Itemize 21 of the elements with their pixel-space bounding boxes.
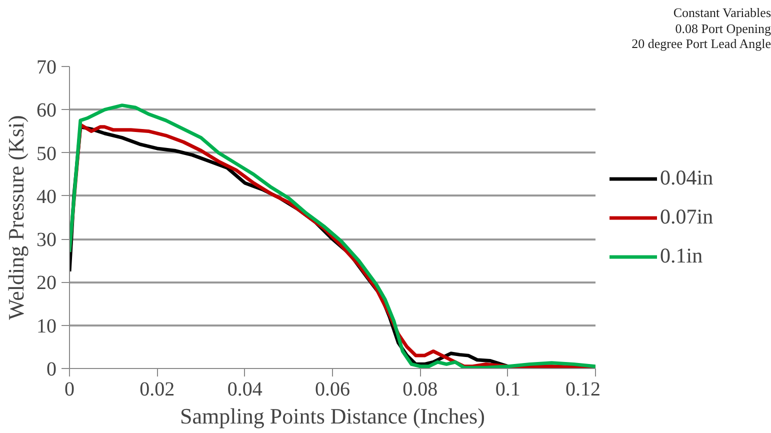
y-tick-label: 30 bbox=[36, 229, 56, 252]
y-tick-label: 70 bbox=[36, 56, 56, 78]
x-tick-label: 0.08 bbox=[402, 378, 438, 400]
x-axis-title: Sampling Points Distance (Inches) bbox=[180, 404, 485, 428]
x-tick-label: 0.06 bbox=[315, 378, 350, 400]
x-tick-label: 0.12 bbox=[566, 378, 600, 400]
text: Constant Variables 0.08 Port Opening 20 degree Port Lead Angle bbox=[632, 5, 771, 52]
legend-label: 0.07in bbox=[660, 204, 714, 230]
x-tick-label: 0.02 bbox=[140, 378, 175, 400]
legend-label: 0.1in bbox=[660, 244, 703, 268]
x-tick-label: 0.04 bbox=[227, 378, 262, 400]
x-tick-label: 0.1 bbox=[495, 378, 520, 400]
y-axis-title: Welding Pressure (Ksi) bbox=[4, 115, 28, 320]
y-tick-label: 60 bbox=[36, 100, 56, 122]
y-tick-label: 10 bbox=[36, 315, 56, 338]
x-tick-label: 0 bbox=[64, 378, 74, 400]
legend-label: 0.04in bbox=[660, 166, 714, 190]
y-tick-label: 40 bbox=[36, 186, 56, 208]
y-tick-label: 0 bbox=[46, 358, 56, 380]
y-tick-label: 20 bbox=[36, 272, 56, 294]
y-tick-label: 50 bbox=[36, 142, 56, 165]
